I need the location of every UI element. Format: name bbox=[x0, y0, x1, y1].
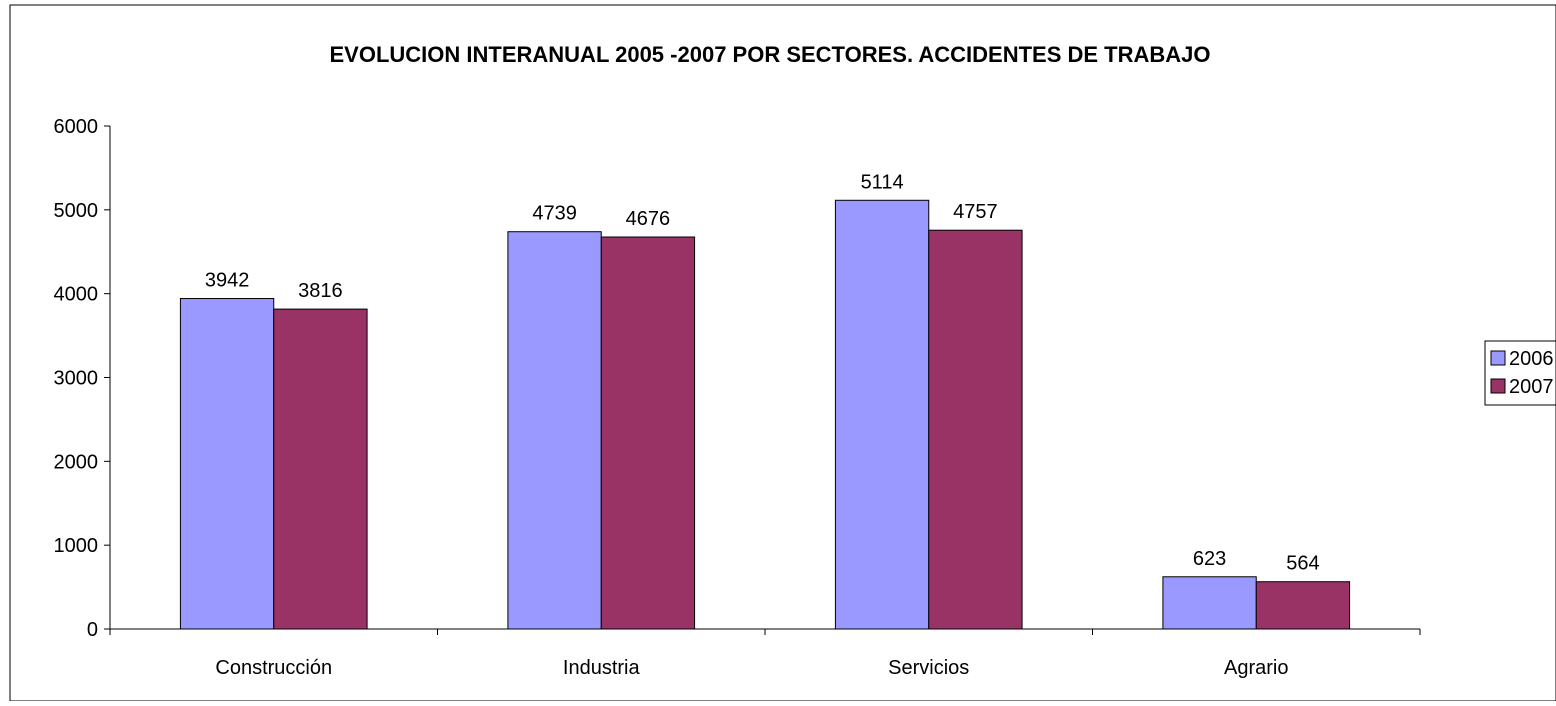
chart-title: EVOLUCION INTERANUAL 2005 -2007 POR SECT… bbox=[330, 42, 1211, 67]
bar bbox=[179, 298, 275, 630]
y-tick-label: 5000 bbox=[54, 200, 99, 222]
y-tick-label: 3000 bbox=[54, 368, 99, 390]
y-tick-label: 2000 bbox=[54, 451, 99, 473]
legend-swatch bbox=[1490, 350, 1506, 366]
x-tick-label: Servicios bbox=[888, 657, 969, 679]
y-tick-label: 4000 bbox=[54, 284, 99, 306]
bar bbox=[1255, 581, 1351, 630]
data-label: 4739 bbox=[532, 203, 577, 225]
legend: 2006 2007 bbox=[1484, 340, 1556, 406]
legend-label: 2007 bbox=[1509, 376, 1554, 398]
data-labels: 3942 4739 5114 623 3816 4676 4757 564 bbox=[205, 171, 1320, 574]
bar bbox=[273, 308, 368, 630]
y-tick-label: 0 bbox=[87, 619, 98, 641]
bar bbox=[834, 199, 930, 630]
legend-label: 2006 bbox=[1509, 348, 1554, 370]
data-label: 623 bbox=[1193, 548, 1226, 570]
legend-swatch bbox=[1490, 378, 1506, 394]
y-tick-label: 6000 bbox=[54, 116, 99, 138]
data-label: 4757 bbox=[953, 201, 998, 223]
bar bbox=[928, 229, 1023, 630]
data-label: 4676 bbox=[626, 208, 671, 230]
y-tick-label: 1000 bbox=[54, 535, 99, 557]
x-tick-label: Construcción bbox=[215, 657, 332, 679]
data-label: 3942 bbox=[205, 270, 250, 292]
data-label: 5114 bbox=[861, 171, 904, 193]
x-tick-label: Industria bbox=[563, 657, 641, 679]
data-label: 3816 bbox=[298, 280, 343, 302]
data-label: 564 bbox=[1286, 553, 1319, 575]
bar bbox=[507, 231, 602, 630]
bar bbox=[1162, 576, 1257, 630]
bar bbox=[600, 236, 696, 630]
x-tick-label: Agrario bbox=[1224, 657, 1288, 679]
bars bbox=[179, 199, 1351, 630]
